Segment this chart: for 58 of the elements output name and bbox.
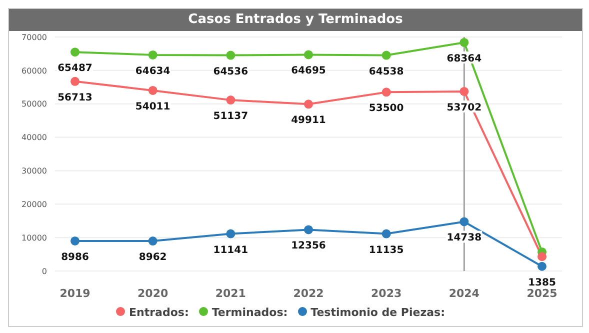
point: [460, 217, 469, 226]
point: [148, 86, 158, 95]
y-tick-label: 70000: [22, 32, 47, 42]
legend-label: Terminados:: [212, 306, 288, 319]
x-tick-label: 2021: [215, 286, 246, 300]
data-label: 11135: [368, 244, 404, 256]
y-tick-label: 50000: [22, 100, 47, 109]
data-label: 14738: [446, 232, 482, 244]
point: [382, 50, 391, 60]
data-label: 64634: [135, 66, 170, 77]
data-label: 68364: [446, 53, 482, 64]
point: [382, 88, 391, 97]
data-label: 56713: [58, 92, 92, 104]
data-label: 49911: [291, 115, 326, 126]
data-label: 1385: [528, 277, 556, 288]
point: [148, 236, 158, 246]
point: [70, 76, 80, 86]
point: [382, 229, 391, 238]
data-label: 53500: [368, 103, 404, 114]
data-label: 54011: [135, 101, 170, 112]
y-tick-label: 20000: [22, 200, 47, 209]
legend-label: Entrados:: [129, 306, 189, 319]
point: [538, 262, 546, 271]
x-tick-label: 2020: [138, 286, 168, 300]
x-tick-label: 2019: [60, 286, 90, 300]
data-label: 53702: [446, 102, 482, 114]
y-tick-label: 10000: [22, 233, 47, 242]
x-tick-label: 2022: [293, 286, 324, 300]
data-label: 12356: [291, 240, 326, 252]
data-label: 64695: [291, 66, 326, 77]
x-tick-label: 2025: [526, 286, 558, 300]
legend-label: Testimonio de Piezas:: [310, 306, 445, 319]
x-tick-label: 2024: [448, 286, 480, 300]
point: [70, 48, 80, 57]
data-label: 64538: [368, 66, 404, 78]
y-tick-label: 0: [42, 266, 47, 276]
chart-title: Casos Entrados y Terminados: [9, 9, 582, 31]
x-tick-label: 2023: [371, 286, 402, 300]
data-label: 51137: [213, 111, 248, 122]
point: [70, 236, 80, 246]
point: [226, 96, 236, 105]
data-label: 64536: [213, 66, 248, 78]
data-label: 8962: [138, 252, 167, 264]
point: [226, 50, 236, 60]
point: [460, 38, 469, 47]
point: [148, 50, 158, 60]
y-tick-label: 30000: [22, 166, 47, 176]
data-label: 11141: [213, 244, 248, 256]
point: [304, 100, 313, 109]
point: [460, 86, 469, 96]
point: [226, 229, 236, 238]
point: [304, 50, 313, 60]
point: [538, 252, 546, 262]
point: [304, 225, 313, 234]
y-tick-label: 60000: [22, 66, 47, 76]
data-label: 8986: [61, 252, 89, 263]
data-label: 65487: [58, 63, 92, 74]
y-tick-label: 40000: [22, 133, 47, 142]
